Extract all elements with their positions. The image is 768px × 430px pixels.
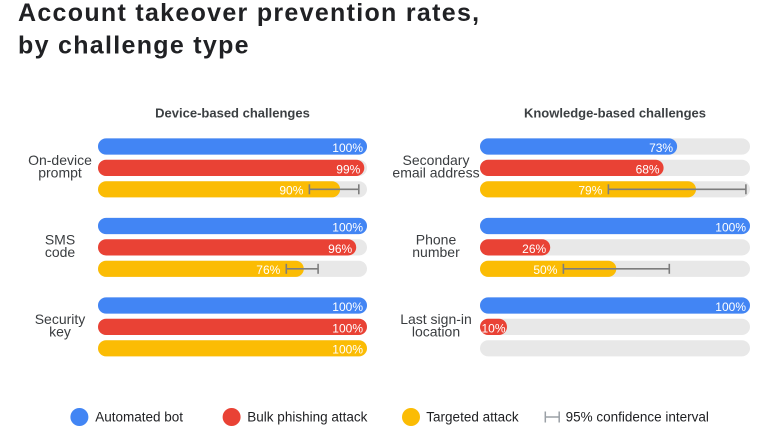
svg-text:73%: 73% — [649, 141, 673, 155]
svg-text:90%: 90% — [279, 184, 303, 198]
svg-text:76%: 76% — [256, 263, 280, 277]
svg-text:location: location — [412, 324, 460, 340]
svg-text:100%: 100% — [332, 343, 363, 357]
svg-text:Knowledge-based challenges: Knowledge-based challenges — [524, 106, 706, 121]
svg-text:Phone: Phone — [416, 231, 457, 247]
svg-text:26%: 26% — [522, 242, 546, 256]
svg-text:99%: 99% — [336, 162, 360, 176]
svg-text:Automated bot: Automated bot — [95, 410, 183, 425]
svg-text:96%: 96% — [328, 242, 352, 256]
svg-text:number: number — [412, 244, 460, 260]
svg-text:On-device: On-device — [28, 152, 92, 168]
svg-text:code: code — [45, 244, 76, 260]
svg-text:100%: 100% — [715, 300, 746, 314]
svg-text:100%: 100% — [332, 321, 363, 335]
svg-text:Account takeover prevention ra: Account takeover prevention rates, — [18, 0, 480, 27]
svg-text:Device-based challenges: Device-based challenges — [155, 106, 310, 121]
svg-text:Secondary: Secondary — [403, 152, 470, 168]
svg-text:Security: Security — [35, 311, 86, 327]
svg-text:100%: 100% — [332, 141, 363, 155]
svg-text:100%: 100% — [332, 300, 363, 314]
svg-text:SMS: SMS — [45, 231, 75, 247]
svg-text:50%: 50% — [533, 263, 557, 277]
svg-text:by challenge type: by challenge type — [18, 32, 250, 60]
svg-text:Targeted attack: Targeted attack — [426, 410, 519, 425]
svg-text:Last sign-in: Last sign-in — [400, 311, 472, 327]
svg-text:email address: email address — [392, 165, 479, 181]
svg-text:prompt: prompt — [38, 165, 82, 181]
svg-text:10%: 10% — [481, 321, 505, 335]
svg-text:Bulk phishing attack: Bulk phishing attack — [247, 410, 367, 425]
svg-text:95% confidence interval: 95% confidence interval — [566, 410, 709, 425]
svg-text:68%: 68% — [636, 162, 660, 176]
svg-text:100%: 100% — [715, 220, 746, 234]
svg-text:100%: 100% — [332, 220, 363, 234]
svg-text:key: key — [49, 324, 71, 340]
svg-text:79%: 79% — [578, 184, 602, 198]
